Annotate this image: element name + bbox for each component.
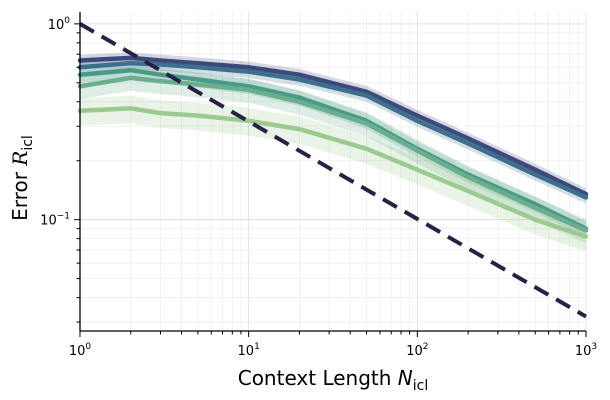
series-4-line (77, 75, 589, 233)
y-axis-label-sub: icl (20, 135, 36, 150)
reference-line (78, 22, 588, 319)
x-tick-label: 100 (69, 342, 92, 359)
y-tick-label: 10−1 (40, 212, 70, 229)
y-axis-label-var: R (8, 151, 32, 167)
y-tick-label-exponent: −1 (57, 212, 70, 222)
series-1-line (77, 55, 589, 197)
axes (74, 12, 587, 337)
x-axis-label-sub: icl (413, 378, 428, 394)
y-tick-label-base: 10 (40, 214, 57, 229)
x-tick-label-exponent: 2 (423, 342, 429, 352)
x-axis-label-var: N (398, 366, 413, 390)
y-tick-label: 100 (48, 16, 71, 33)
series-5-line (77, 106, 589, 239)
x-tick-label: 102 (406, 342, 428, 359)
x-tick-label-exponent: 1 (254, 342, 260, 352)
reference-line-layer (78, 22, 588, 319)
x-tick-label-base: 10 (406, 344, 423, 359)
x-tick-label: 101 (238, 342, 260, 359)
y-tick-label-exponent: 0 (64, 16, 70, 26)
y-tick-label-base: 10 (48, 18, 65, 33)
series-4-band (80, 66, 586, 244)
x-tick-label-base: 10 (238, 344, 255, 359)
series-3-line (77, 67, 589, 231)
x-tick-label-base: 10 (69, 344, 86, 359)
x-axis-label-main: Context Length (238, 366, 398, 390)
x-tick-label-exponent: 3 (591, 342, 597, 352)
x-tick-label: 103 (575, 342, 597, 359)
y-axis-label-main: Error (8, 166, 32, 221)
x-axis-label: Context Length Nicl (238, 366, 429, 394)
x-tick-label-exponent: 0 (85, 342, 91, 352)
series-5-band (80, 95, 586, 252)
x-tick-label-base: 10 (575, 344, 592, 359)
y-axis-label: Error Ricl (8, 135, 36, 221)
